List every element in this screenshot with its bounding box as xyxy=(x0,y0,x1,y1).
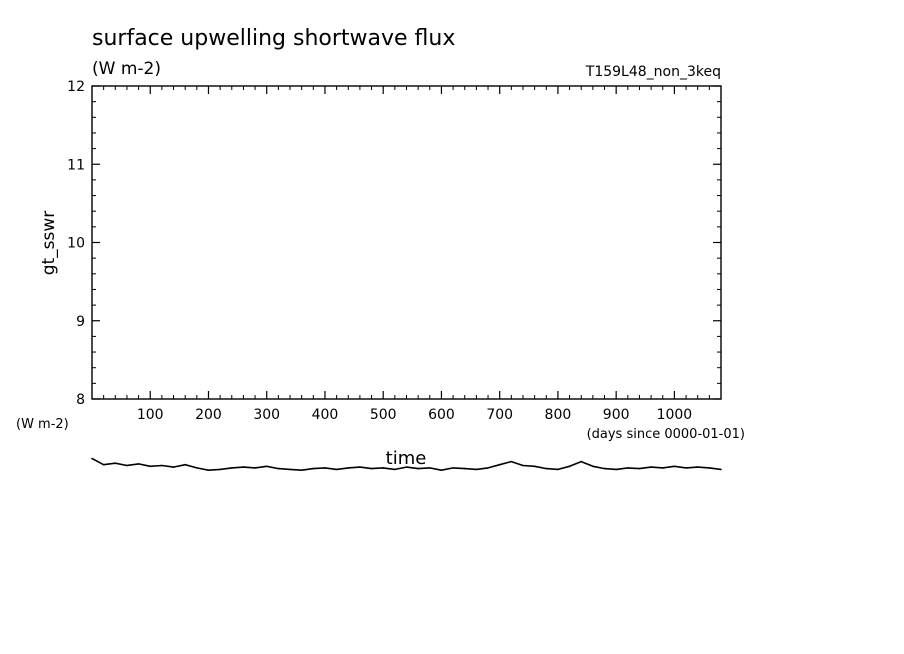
data-point xyxy=(207,469,210,472)
axis-ticks: 100 200 300 400 500 600 700 800 900 1000 8 9 10 11 12 xyxy=(67,79,721,423)
data-point xyxy=(231,467,233,469)
y-tick-label: 8 xyxy=(76,392,85,408)
plot-frame xyxy=(91,85,722,400)
data-point xyxy=(394,468,396,471)
y-tick-label: 10 xyxy=(67,236,85,252)
x-tick-label: 400 xyxy=(312,407,339,423)
chart-units: (W m-2) xyxy=(92,59,161,79)
data-point xyxy=(417,467,419,470)
x-tick-label: 900 xyxy=(603,407,630,423)
data-point xyxy=(242,466,245,468)
x-axis-units: (days since 0000-01-01) xyxy=(587,427,745,442)
data-point xyxy=(463,467,466,470)
data-point xyxy=(498,463,501,466)
data-point xyxy=(149,465,151,468)
data-point xyxy=(673,465,676,468)
x-tick-label: 700 xyxy=(486,407,513,423)
data-point xyxy=(335,468,338,471)
data-point xyxy=(475,468,478,471)
data-point xyxy=(126,464,128,467)
data-point xyxy=(161,464,163,467)
chart-title: surface upwelling shortwave flux xyxy=(92,26,455,51)
data-point xyxy=(545,467,548,470)
data-point xyxy=(662,467,664,469)
data-point xyxy=(196,467,198,469)
data-point xyxy=(510,460,513,463)
data-point xyxy=(91,457,93,460)
data-point xyxy=(592,465,594,468)
data-point xyxy=(114,462,117,465)
data-point xyxy=(568,465,571,468)
data-point xyxy=(650,466,652,468)
data-point xyxy=(522,464,524,467)
data-point xyxy=(557,468,559,471)
data-point xyxy=(102,463,105,466)
data-point xyxy=(370,467,373,470)
data-point xyxy=(289,468,291,471)
data-point xyxy=(312,467,315,470)
x-tick-label: 800 xyxy=(545,407,572,423)
data-point xyxy=(452,467,454,469)
data-point xyxy=(685,467,687,469)
data-point xyxy=(708,467,711,469)
data-point xyxy=(405,466,408,468)
x-tick-label: 300 xyxy=(253,407,280,423)
data-point xyxy=(487,467,489,469)
x-tick-label: 1000 xyxy=(657,407,693,423)
data-point xyxy=(359,466,361,468)
y-axis-label: gt_sswr xyxy=(39,211,59,276)
data-point xyxy=(219,468,221,471)
x-axis-label: time xyxy=(386,448,427,469)
data-point xyxy=(627,467,629,469)
data-point xyxy=(580,460,582,463)
data-point xyxy=(300,469,303,472)
data-point xyxy=(429,467,431,469)
data-point xyxy=(696,466,699,468)
data-point xyxy=(265,465,268,468)
data-point xyxy=(615,468,617,471)
data-point xyxy=(638,467,641,470)
y-axis-units: (W m-2) xyxy=(16,417,69,432)
y-tick-label: 12 xyxy=(67,79,85,95)
data-point xyxy=(347,467,350,469)
data-point xyxy=(184,463,186,466)
x-tick-label: 100 xyxy=(137,407,164,423)
data-point xyxy=(533,465,536,468)
x-tick-label: 600 xyxy=(428,407,455,423)
x-tick-label: 500 xyxy=(370,407,397,423)
data-point xyxy=(720,468,722,471)
data-point xyxy=(440,469,443,472)
y-tick-label: 11 xyxy=(67,157,85,173)
run-label: T159L48_non_3keq xyxy=(585,64,721,80)
y-tick-label: 9 xyxy=(76,314,85,330)
series-layer xyxy=(91,457,722,472)
x-tick-label: 200 xyxy=(195,407,222,423)
data-point xyxy=(603,467,606,470)
data-point xyxy=(277,467,280,470)
data-point xyxy=(254,467,256,469)
data-point xyxy=(172,466,175,468)
data-point xyxy=(324,467,326,469)
data-point xyxy=(137,463,140,465)
data-point xyxy=(382,467,385,469)
